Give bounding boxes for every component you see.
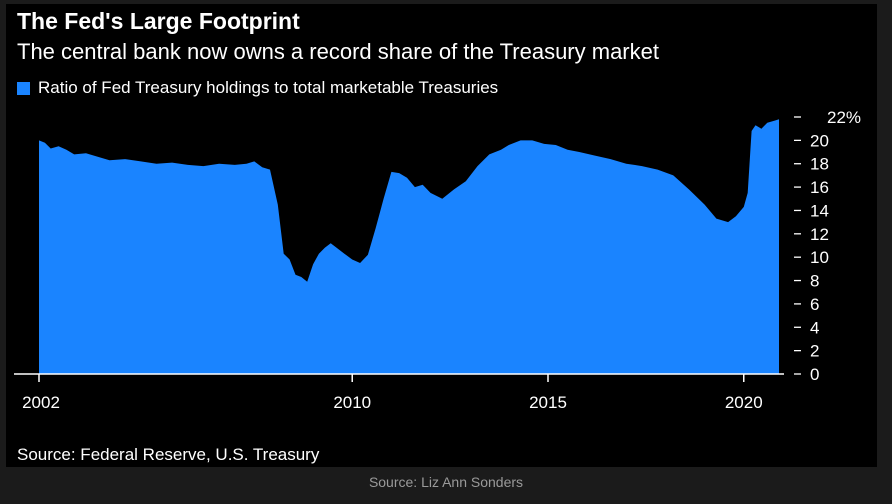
y-tick-label-6: 6 xyxy=(810,295,819,314)
x-tick-label-2010: 2010 xyxy=(333,393,371,412)
y-tick-label-12: 12 xyxy=(810,225,829,244)
area-series-0 xyxy=(39,119,779,374)
legend-swatch xyxy=(17,81,30,95)
y-tick-label-22: 22% xyxy=(827,108,861,127)
y-tick-label-4: 4 xyxy=(810,318,819,337)
chart-title: The Fed's Large Footprint xyxy=(17,8,300,34)
x-tick-label-2002: 2002 xyxy=(22,393,60,412)
y-tick-label-14: 14 xyxy=(810,201,829,220)
chart-card: The Fed's Large Footprint The central ba… xyxy=(6,4,877,467)
y-tick-label-0: 0 xyxy=(810,365,819,384)
legend: Ratio of Fed Treasury holdings to total … xyxy=(17,78,498,98)
y-tick-label-20: 20 xyxy=(810,131,829,150)
y-tick-label-8: 8 xyxy=(810,272,819,291)
y-tick-label-18: 18 xyxy=(810,155,829,174)
x-tick-label-2020: 2020 xyxy=(725,393,763,412)
y-tick-label-2: 2 xyxy=(810,342,819,361)
legend-label: Ratio of Fed Treasury holdings to total … xyxy=(38,78,499,97)
y-tick-label-16: 16 xyxy=(810,178,829,197)
credit-note: Source: Liz Ann Sonders xyxy=(368,474,524,490)
chart-subtitle: The central bank now owns a record share… xyxy=(17,39,659,64)
source-note: Source: Federal Reserve, U.S. Treasury xyxy=(17,445,320,464)
y-tick-label-10: 10 xyxy=(810,248,829,267)
area-chart: 2002 2010 2015 2020 0 2 4 6 8 10 12 14 16 18 20 22% xyxy=(14,108,861,412)
x-tick-label-2015: 2015 xyxy=(529,393,567,412)
